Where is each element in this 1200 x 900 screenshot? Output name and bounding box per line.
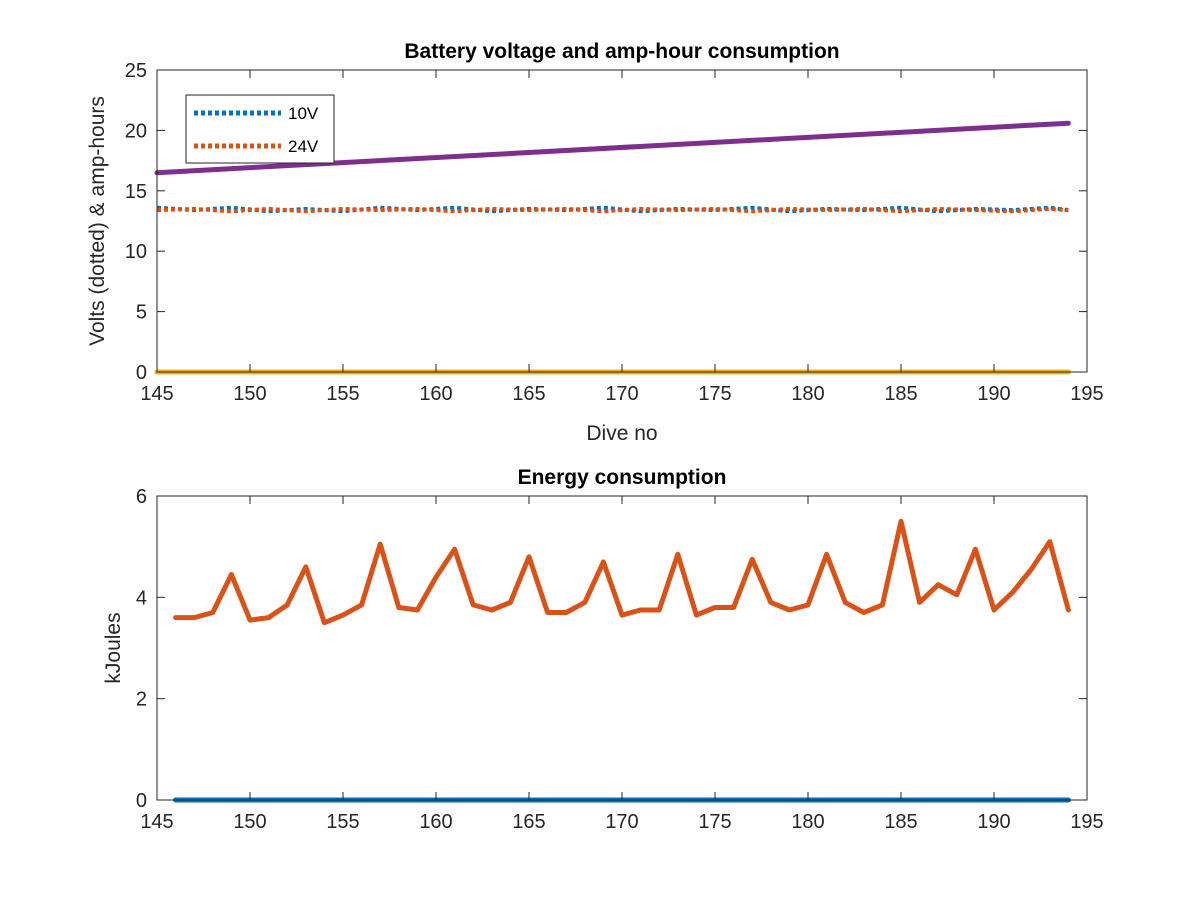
y-tick-label: 25 xyxy=(125,60,147,82)
x-tick-label: 145 xyxy=(140,383,173,405)
x-tick-label: 150 xyxy=(233,383,266,405)
x-tick-label: 185 xyxy=(884,383,917,405)
x-tick-label: 150 xyxy=(233,811,266,833)
series-0-line xyxy=(173,518,1071,626)
x-axis-label: Dive no xyxy=(586,422,657,445)
x-tick-label: 175 xyxy=(698,383,731,405)
y-tick-label: 0 xyxy=(136,362,147,384)
x-tick-label: 145 xyxy=(140,811,173,833)
x-tick-label: 195 xyxy=(1070,811,1103,833)
y-tick-label: 0 xyxy=(136,790,147,812)
x-tick-label: 180 xyxy=(791,383,824,405)
voltage-amp-hour-subplot: 145 150 155 160 165 170 175 180 185 190 195 0 5 10 15 2… xyxy=(86,40,1104,445)
x-tick-label: 170 xyxy=(605,383,638,405)
y-tick-label: 20 xyxy=(125,120,147,142)
y-tick-label: 5 xyxy=(136,302,147,324)
x-tick-label: 155 xyxy=(326,383,359,405)
chart-title: Energy consumption xyxy=(518,466,727,489)
x-tick-label: 180 xyxy=(791,811,824,833)
x-tick-label: 165 xyxy=(512,811,545,833)
x-tick-label: 190 xyxy=(977,383,1010,405)
y-tick-label: 15 xyxy=(125,181,147,203)
y-axis-label: Volts (dotted) & amp-hours xyxy=(86,96,109,346)
x-tick-label: 185 xyxy=(884,811,917,833)
x-tick-label: 160 xyxy=(419,383,452,405)
series-24v-line xyxy=(156,206,1069,214)
x-tick-label: 175 xyxy=(698,811,731,833)
ticks-layer: 145 150 155 160 165 170 175 180 185 190 195 0 2 4 6 xyxy=(136,486,1104,833)
x-tick-label: 165 xyxy=(512,383,545,405)
series-2-line xyxy=(154,120,1071,176)
plot-area xyxy=(157,496,1087,800)
ticks-layer: 145 150 155 160 165 170 175 180 185 190 195 0 5 10 15 2… xyxy=(125,60,1104,405)
x-tick-label: 160 xyxy=(419,811,452,833)
y-tick-label: 4 xyxy=(136,587,147,609)
legend-box xyxy=(185,94,335,164)
x-tick-label: 195 xyxy=(1070,383,1103,405)
legend-label-10v: 10V xyxy=(288,104,319,123)
x-tick-label: 155 xyxy=(326,811,359,833)
legend-label-24v: 24V xyxy=(288,137,319,156)
y-tick-label: 10 xyxy=(125,241,147,263)
y-tick-label: 2 xyxy=(136,689,147,711)
x-tick-label: 190 xyxy=(977,811,1010,833)
y-axis-label: kJoules xyxy=(102,612,125,683)
x-tick-label: 170 xyxy=(605,811,638,833)
chart-title: Battery voltage and amp-hour consumption xyxy=(404,40,839,63)
y-tick-label: 6 xyxy=(136,486,147,508)
legend: 10V 24V xyxy=(185,94,335,164)
energy-consumption-subplot: 145 150 155 160 165 170 175 180 185 190 195 0 2 4 6 En… xyxy=(102,466,1104,833)
